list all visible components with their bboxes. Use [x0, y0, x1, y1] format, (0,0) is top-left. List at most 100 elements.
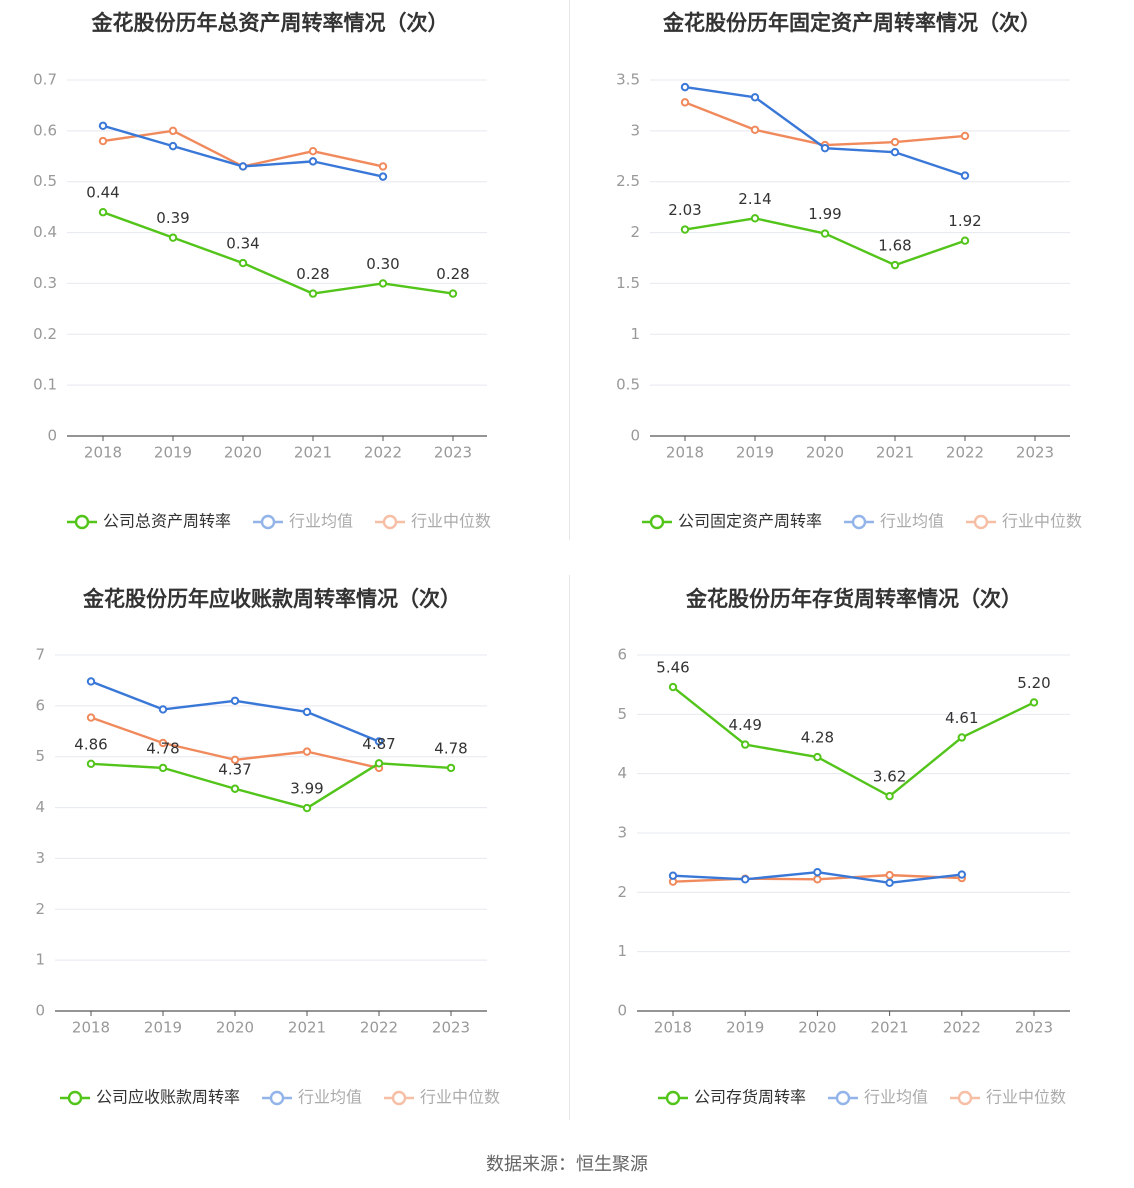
x-tick-label: 2022 [360, 1019, 398, 1037]
series-line-company [90, 762, 452, 810]
chart-fixed-asset-turnover: 金花股份历年固定资产周转率情况（次） 0 0.5 1 1.5 2 2.5 3 3.5 2018 20… [570, 0, 1134, 545]
data-point-company [820, 229, 830, 238]
data-label: 0.28 [296, 265, 329, 283]
data-label: 4.78 [146, 739, 179, 757]
x-tick-label: 2023 [434, 444, 472, 462]
y-tick-label: 3 [35, 849, 45, 867]
chart-svg: 金花股份历年总资产周转率情况（次） 0 0.1 0.2 0.3 0.4 0.5 0.6 0.7 2… [33, 11, 491, 531]
data-point-avg [813, 867, 822, 877]
data-point-avg [741, 875, 750, 884]
legend-swatch-marker [957, 1090, 973, 1106]
data-label: 1.92 [948, 212, 981, 230]
y-tick-label: 6 [617, 646, 627, 664]
data-point-median [302, 747, 312, 756]
data-point-avg [957, 870, 966, 879]
y-tick-label: 1.5 [616, 274, 640, 292]
x-tick-label: 2022 [364, 444, 402, 462]
x-tick-label: 2020 [216, 1019, 254, 1037]
series-line-median [684, 101, 966, 147]
series-line-avg [684, 85, 966, 177]
data-label: 5.20 [1017, 674, 1050, 692]
x-tick-label: 2021 [876, 444, 914, 462]
data-point-company [158, 763, 168, 773]
legend-item-company: 公司应收账款周转率 [60, 1088, 240, 1107]
legend: 公司固定资产周转率 行业均值 行业中位数 [642, 512, 1082, 531]
data-source-note: 数据来源：恒生聚源 [486, 1154, 648, 1175]
y-tick-label: 5 [35, 747, 45, 765]
data-point-avg [308, 157, 318, 166]
data-point-company [302, 803, 312, 813]
data-point-company [1029, 698, 1039, 707]
x-tick-label: 2021 [871, 1019, 909, 1037]
data-point-avg [960, 171, 970, 180]
legend-item-company: 公司存货周转率 [658, 1088, 806, 1107]
series-avg [86, 677, 384, 746]
data-label: 4.78 [434, 739, 467, 757]
chart-title: 金花股份历年应收账款周转率情况（次） [82, 587, 461, 611]
data-label: 1.99 [808, 205, 841, 223]
legend-swatch-marker [835, 1090, 851, 1106]
data-point-avg [750, 93, 760, 102]
y-tick-label: 7 [35, 646, 45, 664]
legend-swatch-marker [382, 514, 398, 530]
series-company [668, 682, 1039, 801]
legend-item-median: 行业中位数 [950, 1088, 1066, 1107]
panel-divider-top [569, 0, 570, 540]
chart-title: 金花股份历年固定资产周转率情况（次） [662, 11, 1041, 35]
data-point-company [98, 208, 108, 217]
data-label: 4.86 [74, 735, 107, 753]
data-point-median [885, 870, 894, 880]
legend-label: 公司固定资产周转率 [678, 512, 822, 531]
legend-label: 行业中位数 [986, 1088, 1066, 1107]
data-point-avg [680, 82, 690, 92]
data-point-avg [86, 677, 96, 686]
y-tick-label: 0 [617, 1002, 627, 1020]
y-tick-label: 0 [47, 427, 57, 445]
data-point-company [957, 733, 966, 742]
data-label: 0.44 [86, 184, 119, 202]
data-point-company [230, 784, 240, 793]
chart-svg: 金花股份历年固定资产周转率情况（次） 0 0.5 1 1.5 2 2.5 3 3.5 2018 20… [616, 11, 1082, 531]
data-point-avg [374, 737, 384, 746]
legend-label: 行业均值 [864, 1088, 928, 1107]
data-point-company [813, 752, 822, 762]
data-label: 4.87 [362, 735, 395, 753]
chart-title: 金花股份历年存货周转率情况（次） [685, 587, 1022, 611]
data-point-median [98, 136, 108, 146]
legend-label: 行业均值 [298, 1088, 362, 1107]
legend-swatch-marker [391, 1090, 407, 1106]
y-tick-label: 2.5 [616, 172, 640, 190]
x-tick-label: 2022 [946, 444, 984, 462]
y-tick-label: 1 [617, 942, 627, 960]
data-point-company [378, 279, 388, 288]
series-median [680, 98, 970, 150]
y-tick-label: 0.7 [33, 71, 57, 89]
series-company [680, 214, 970, 270]
y-tick-label: 0 [35, 1002, 45, 1020]
legend-swatch-marker [649, 514, 665, 530]
y-tick-label: 0.5 [33, 172, 57, 190]
series-avg [98, 121, 388, 181]
data-point-median [230, 755, 240, 764]
y-tick-label: 2 [617, 883, 627, 901]
series-line-company [684, 217, 966, 267]
data-label: 2.03 [668, 201, 701, 219]
legend-swatch-marker [67, 1090, 83, 1106]
data-point-company [446, 763, 456, 773]
chart-total-asset-turnover: 金花股份历年总资产周转率情况（次） 0 0.1 0.2 0.3 0.4 0.5 0.6 0.7 2… [0, 0, 569, 545]
data-point-median [960, 131, 970, 141]
series-line-median [102, 129, 384, 168]
data-label: 4.61 [945, 709, 978, 727]
data-point-company [308, 289, 318, 298]
legend-swatch-marker [260, 514, 276, 530]
legend: 公司存货周转率 行业均值 行业中位数 [658, 1088, 1066, 1107]
legend-label: 公司存货周转率 [694, 1088, 806, 1107]
data-point-avg [238, 162, 248, 171]
series-company [86, 759, 456, 813]
data-point-median [378, 162, 388, 171]
data-point-median [813, 875, 822, 884]
legend-item-avg: 行业均值 [828, 1088, 928, 1107]
y-tick-label: 4 [35, 798, 45, 816]
y-tick-label: 3.5 [616, 71, 640, 89]
y-tick-label: 0.5 [616, 376, 640, 394]
